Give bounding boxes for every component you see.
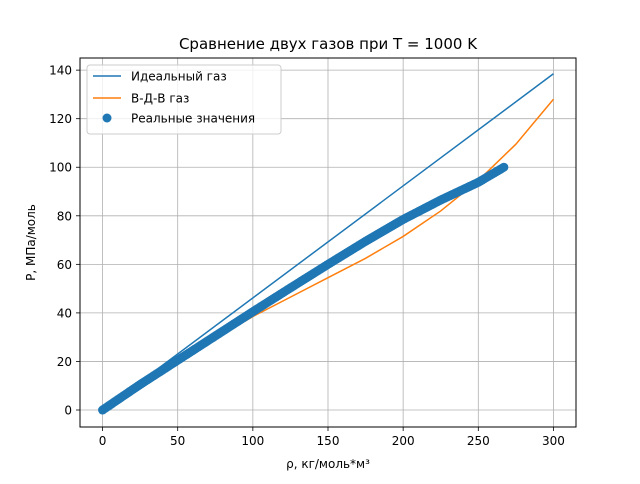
y-tick-label: 80 xyxy=(57,209,72,223)
legend-box xyxy=(86,64,282,135)
y-tick-label: 120 xyxy=(49,112,72,126)
y-tick-label: 40 xyxy=(57,306,72,320)
x-tick-label: 300 xyxy=(542,434,565,448)
y-axis-label: P, МПа/моль xyxy=(24,204,38,281)
axis-ticks: 0 50 100 150 200 250 300 0 20 40 60 80 100 120 140 xyxy=(49,64,565,448)
legend-label-vdw: В-Д-В газ xyxy=(131,92,189,106)
x-tick-label: 0 xyxy=(99,434,107,448)
chart-title: Сравнение двух газов при T = 1000 K xyxy=(179,35,478,53)
legend-marker-real xyxy=(102,113,112,123)
x-tick-label: 200 xyxy=(392,434,415,448)
x-tick-label: 150 xyxy=(317,434,340,448)
data-point xyxy=(499,162,509,172)
y-tick-label: 60 xyxy=(57,258,72,272)
x-tick-label: 100 xyxy=(241,434,264,448)
series-layer xyxy=(98,73,555,415)
legend-label-ideal: Идеальный газ xyxy=(131,70,227,84)
y-tick-label: 140 xyxy=(49,64,72,78)
y-tick-label: 20 xyxy=(57,355,72,369)
legend-label-real: Реальные значения xyxy=(131,112,255,126)
x-tick-label: 50 xyxy=(170,434,185,448)
legend: Идеальный газ В-Д-В газ Реальные значени… xyxy=(86,64,282,135)
series-line-0 xyxy=(102,73,554,411)
y-tick-label: 0 xyxy=(64,404,72,418)
x-axis-label: ρ, кг/моль*м³ xyxy=(286,457,370,471)
y-tick-label: 100 xyxy=(49,161,72,175)
x-tick-label: 250 xyxy=(467,434,490,448)
scatter-series-2 xyxy=(98,162,509,415)
